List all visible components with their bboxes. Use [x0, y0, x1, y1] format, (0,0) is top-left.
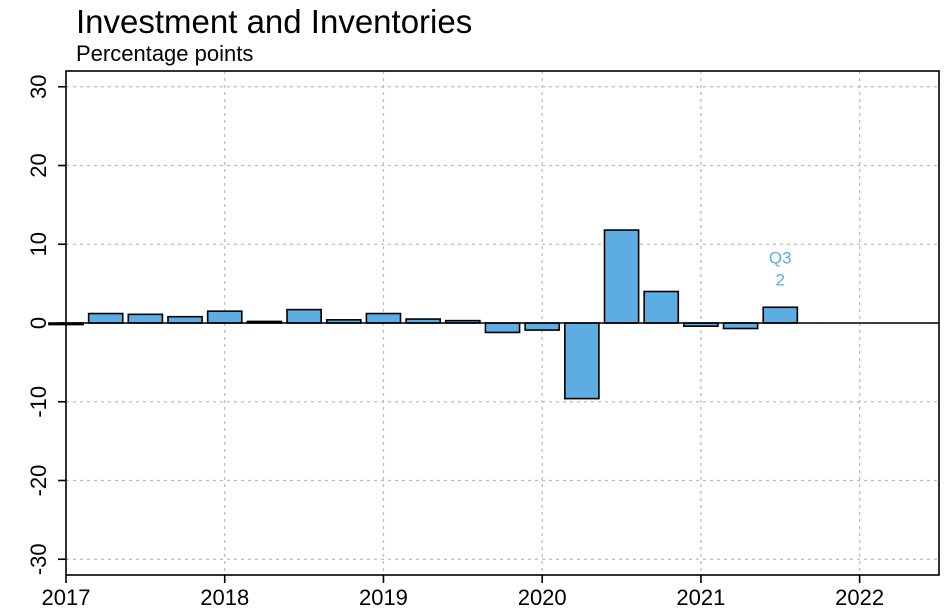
x-tick-label: 2017: [42, 585, 91, 610]
y-tick-label: 10: [26, 232, 51, 256]
bar: [484, 322, 521, 334]
bar: [603, 229, 640, 324]
x-tick-label: 2022: [835, 585, 884, 610]
x-axis: 2017 2018 2019 2020 2021 2022: [42, 575, 884, 610]
bar-series: [48, 229, 799, 400]
bar: [564, 322, 600, 400]
bar: [722, 322, 759, 330]
x-tick-label: 2021: [676, 585, 725, 610]
y-tick-label: 0: [26, 317, 51, 329]
x-tick-label: 2020: [518, 585, 567, 610]
y-tick-label: 20: [26, 153, 51, 177]
x-tick-label: 2019: [359, 585, 408, 610]
x-tick-label: 2018: [200, 585, 249, 610]
bar: [206, 310, 243, 324]
chart-subtitle: Percentage points: [76, 41, 254, 66]
y-tick-label: -10: [26, 386, 51, 418]
bar: [365, 312, 402, 324]
chart-title: Investment and Inventories: [76, 3, 473, 40]
y-tick-label: -20: [26, 465, 51, 497]
annotation-quarter: Q3: [769, 248, 792, 267]
y-tick-label: 30: [26, 75, 51, 99]
y-tick-label: -30: [26, 543, 51, 575]
latest-value-annotation: Q3 2: [769, 248, 792, 289]
bar: [524, 322, 561, 331]
y-axis: -30 -20 -10 0 10 20 30: [26, 75, 66, 575]
bar: [286, 308, 322, 324]
bar: [762, 306, 799, 324]
bar: [167, 315, 203, 324]
annotation-value: 2: [776, 270, 785, 289]
bar: [643, 290, 680, 324]
bar: [87, 312, 124, 324]
bar: [127, 313, 164, 324]
